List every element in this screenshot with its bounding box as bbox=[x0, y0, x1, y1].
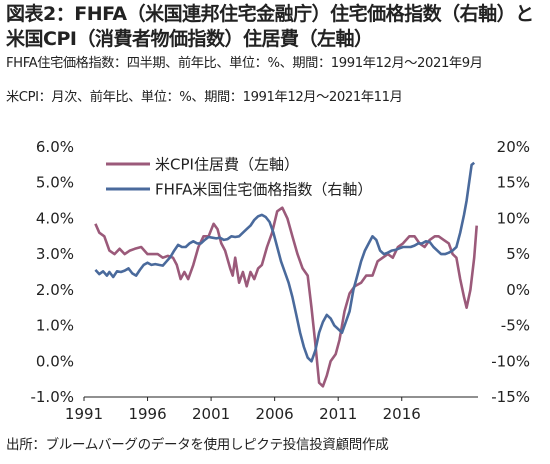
y-left-tick-label: 4.0% bbox=[36, 209, 74, 227]
y-right-tick-label: 10% bbox=[497, 209, 530, 227]
note-fhfa: FHFA住宅価格指数：四半期、前年比、単位：%、期間：1991年12月～2021… bbox=[6, 56, 483, 71]
source-note: 出所：ブルームバーグのデータを使用しピクテ投信投資顧問作成 bbox=[6, 437, 389, 453]
series-layer bbox=[94, 161, 478, 388]
y-left-tick-label: 2.0% bbox=[36, 281, 74, 299]
x-tick-label: 1996 bbox=[128, 405, 166, 423]
x-tick-label: 2011 bbox=[319, 405, 357, 423]
note-cpi: 米CPI：月次、前年比、単位：%、期間：1991年12月～2021年11月 bbox=[6, 90, 403, 105]
x-tick-label: 2016 bbox=[383, 405, 421, 423]
x-tick-label: 2001 bbox=[192, 405, 230, 423]
y-right-tick-label: 15% bbox=[497, 174, 530, 192]
y-left-tick-label: 3.0% bbox=[36, 245, 74, 263]
series-line-cpi-housing bbox=[94, 206, 478, 388]
y-right-tick-label: 20% bbox=[497, 138, 530, 156]
x-tick-label: 2006 bbox=[256, 405, 294, 423]
axes: 1991 1996 2001 2006 2011 2016 6.0% 5.0% 4.0% 3.0%… bbox=[30, 138, 530, 423]
legend: 米CPI住居費（左軸） FHFA米国住宅価格指数（右軸） bbox=[106, 156, 372, 199]
legend-label-cpi-housing: 米CPI住居費（左軸） bbox=[155, 156, 299, 174]
y-right-tick-label: -10% bbox=[491, 352, 530, 370]
y-left-tick-label: 1.0% bbox=[36, 317, 74, 335]
y-left-tick-label: -1.0% bbox=[30, 388, 74, 406]
y-left-tick-label: 5.0% bbox=[36, 174, 74, 192]
legend-label-fhfa-hpi: FHFA米国住宅価格指数（右軸） bbox=[155, 181, 372, 199]
y-left-tick-label: 6.0% bbox=[36, 138, 74, 156]
y-right-tick-label: -5% bbox=[501, 317, 530, 335]
series-line-fhfa-hpi bbox=[94, 161, 476, 363]
y-right-tick-label: 0% bbox=[506, 281, 530, 299]
y-left-tick-label: 0.0% bbox=[36, 352, 74, 370]
x-tick-label: 1991 bbox=[65, 405, 103, 423]
y-right-tick-label: 5% bbox=[506, 245, 530, 263]
figure-title: 図表2：FHFA（米国連邦住宅金融庁）住宅価格指数（右軸）と米国CPI（消費者物… bbox=[6, 3, 534, 50]
y-right-tick-label: -15% bbox=[491, 388, 530, 406]
